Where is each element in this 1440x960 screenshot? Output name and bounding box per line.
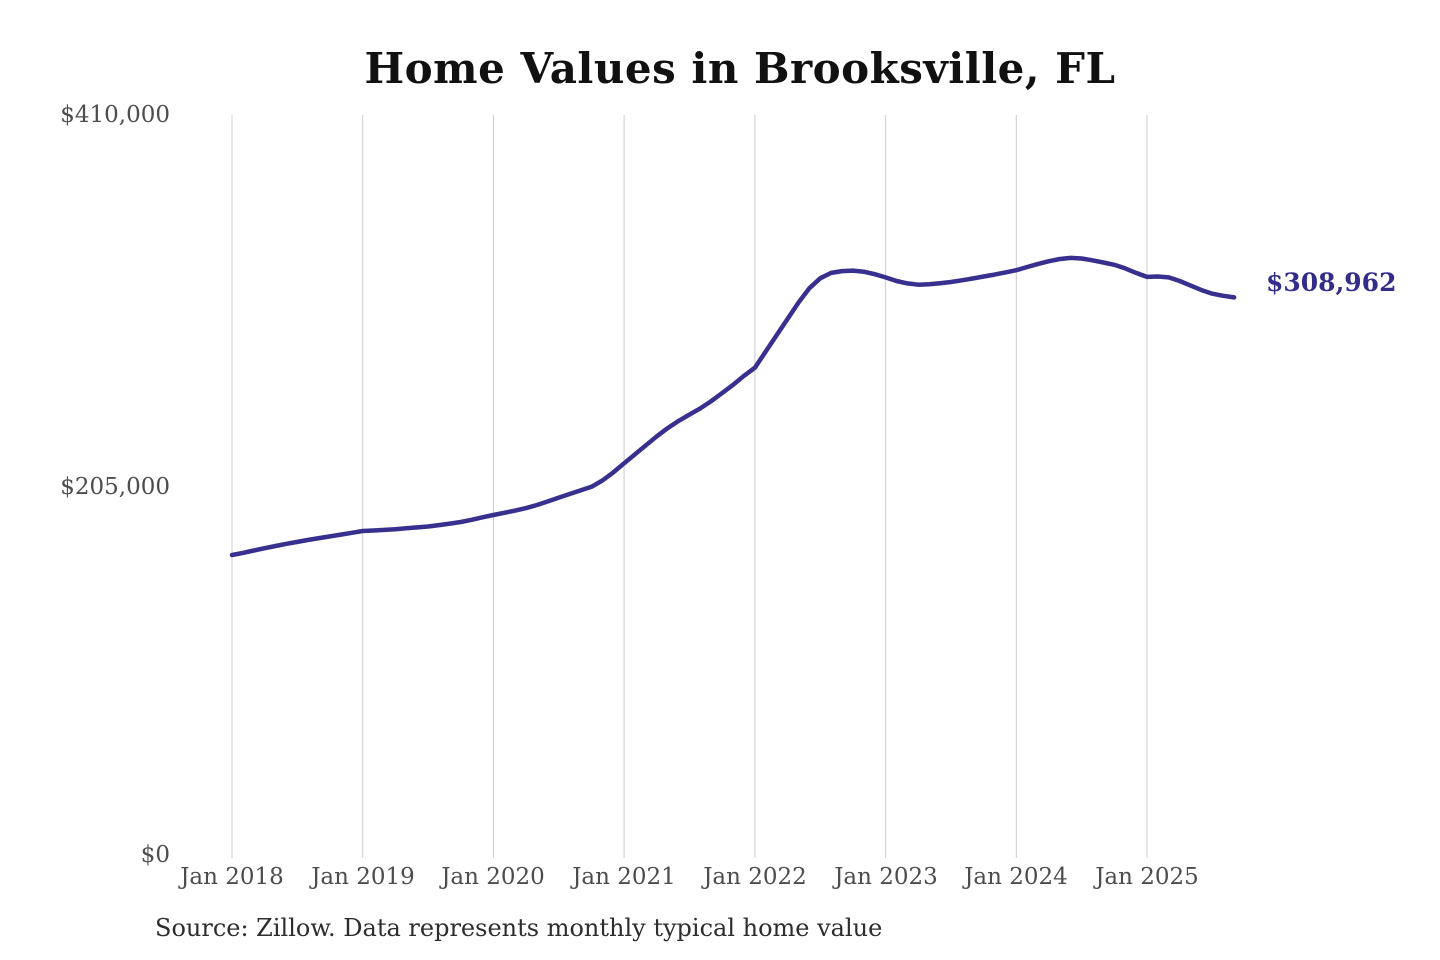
value-line (229, 255, 1237, 558)
y-axis-tick-label-205000: $205,000 (60, 474, 170, 500)
x-axis-tick-label-2025: Jan 2025 (1095, 864, 1199, 890)
chart-title: Home Values in Brooksville, FL (364, 44, 1116, 93)
x-axis-tick-label-2020: Jan 2020 (441, 864, 545, 890)
source-note: Source: Zillow. Data represents monthly … (155, 914, 883, 942)
x-axis-tick-label-2019: Jan 2019 (311, 864, 415, 890)
x-axis-tick-label-2024: Jan 2024 (964, 864, 1068, 890)
x-axis-tick-label-2021: Jan 2021 (572, 864, 676, 890)
x-axis-tick-label-2018: Jan 2018 (180, 864, 284, 890)
latest-value-label: $308,962 (1266, 268, 1397, 297)
y-axis-tick-label-410000: $410,000 (60, 102, 170, 128)
x-axis-tick-label-2022: Jan 2022 (703, 864, 807, 890)
y-axis-tick-label-0: $0 (140, 842, 170, 868)
x-axis-tick-label-2023: Jan 2023 (834, 864, 938, 890)
